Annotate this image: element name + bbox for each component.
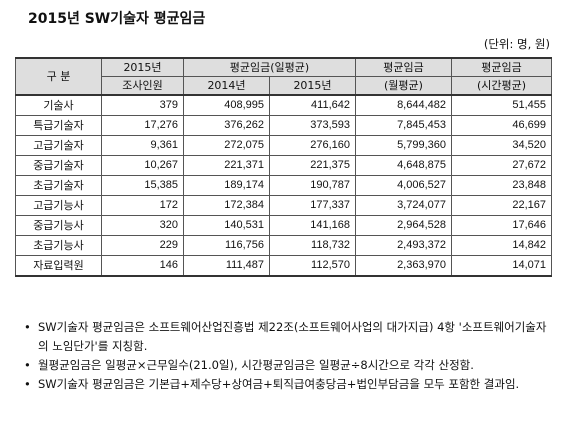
- notes-section: • SW기술자 평균임금은 소프트웨어산업진흥법 제22조(소프트웨어사업의 대…: [24, 318, 554, 394]
- note-item: • SW기술자 평균임금은 소프트웨어산업진흥법 제22조(소프트웨어사업의 대…: [24, 318, 554, 356]
- cell-category: 초급기능사: [15, 235, 102, 256]
- cell-2014: 221,371: [183, 155, 270, 176]
- cell-hourly: 23,848: [451, 175, 552, 196]
- cell-hourly: 14,071: [451, 255, 552, 277]
- cell-monthly: 7,845,453: [355, 115, 452, 136]
- cell-category: 고급기능사: [15, 195, 102, 216]
- wage-table: 구 분 2015년 평균임금(일평균) 평균임금 평균임금 조사인원 2014년…: [15, 57, 552, 277]
- cell-count: 172: [101, 195, 184, 216]
- header-year-2015: 2015년: [269, 76, 356, 96]
- cell-monthly: 2,493,372: [355, 235, 452, 256]
- table-row: 중급기술자 10,267 221,371 221,375 4,648,875 2…: [15, 155, 552, 176]
- cell-monthly: 4,648,875: [355, 155, 452, 176]
- note-item: • SW기술자 평균임금은 기본급+제수당+상여금+퇴직급여충당금+법인부담금을…: [24, 375, 554, 394]
- cell-count: 10,267: [101, 155, 184, 176]
- cell-count: 146: [101, 255, 184, 277]
- cell-hourly: 27,672: [451, 155, 552, 176]
- cell-2014: 408,995: [183, 94, 270, 116]
- cell-category: 중급기술자: [15, 155, 102, 176]
- cell-category: 기술사: [15, 94, 102, 116]
- cell-category: 초급기술자: [15, 175, 102, 196]
- table-row: 중급기능사 320 140,531 141,168 2,964,528 17,6…: [15, 215, 552, 236]
- cell-category: 자료입력원: [15, 255, 102, 277]
- table-row: 초급기술자 15,385 189,174 190,787 4,006,527 2…: [15, 175, 552, 196]
- cell-monthly: 5,799,360: [355, 135, 452, 156]
- cell-2014: 189,174: [183, 175, 270, 196]
- cell-count: 9,361: [101, 135, 184, 156]
- header-count-line2: 조사인원: [101, 76, 184, 96]
- note-text: SW기술자 평균임금은 기본급+제수당+상여금+퇴직급여충당금+법인부담금을 모…: [38, 377, 520, 391]
- cell-2014: 116,756: [183, 235, 270, 256]
- table-row: 자료입력원 146 111,487 112,570 2,363,970 14,0…: [15, 255, 552, 277]
- cell-monthly: 4,006,527: [355, 175, 452, 196]
- cell-monthly: 2,964,528: [355, 215, 452, 236]
- cell-hourly: 51,455: [451, 94, 552, 116]
- header-category: 구 분: [15, 57, 102, 96]
- cell-2015: 276,160: [269, 135, 356, 156]
- cell-count: 17,276: [101, 115, 184, 136]
- cell-count: 379: [101, 94, 184, 116]
- cell-hourly: 46,699: [451, 115, 552, 136]
- cell-hourly: 22,167: [451, 195, 552, 216]
- header-hourly-line2: (시간평균): [451, 76, 552, 96]
- cell-2015: 221,375: [269, 155, 356, 176]
- cell-2014: 272,075: [183, 135, 270, 156]
- bullet-icon: •: [24, 320, 31, 334]
- cell-2014: 111,487: [183, 255, 270, 277]
- cell-category: 중급기능사: [15, 215, 102, 236]
- header-daily-group: 평균임금(일평균): [183, 57, 356, 77]
- note-item: • 월평균임금은 일평균×근무일수(21.0일), 시간평균임금은 일평균÷8시…: [24, 356, 554, 375]
- bullet-icon: •: [24, 358, 31, 372]
- table-row: 기술사 379 408,995 411,642 8,644,482 51,455: [15, 94, 552, 116]
- bullet-icon: •: [24, 377, 31, 391]
- cell-2015: 190,787: [269, 175, 356, 196]
- note-text: SW기술자 평균임금은 소프트웨어산업진흥법 제22조(소프트웨어사업의 대가지…: [38, 320, 547, 353]
- unit-label: (단위: 명, 원): [483, 37, 550, 51]
- cell-monthly: 3,724,077: [355, 195, 452, 216]
- header-count-line1: 2015년: [101, 57, 184, 77]
- cell-count: 320: [101, 215, 184, 236]
- cell-2014: 376,262: [183, 115, 270, 136]
- cell-category: 고급기술자: [15, 135, 102, 156]
- cell-2014: 140,531: [183, 215, 270, 236]
- cell-2015: 411,642: [269, 94, 356, 116]
- cell-monthly: 8,644,482: [355, 94, 452, 116]
- page-title: 2015년 SW기술자 평균임금: [28, 11, 206, 27]
- cell-hourly: 34,520: [451, 135, 552, 156]
- header-year-2014: 2014년: [183, 76, 270, 96]
- cell-category: 특급기술자: [15, 115, 102, 136]
- cell-2014: 172,384: [183, 195, 270, 216]
- cell-hourly: 14,842: [451, 235, 552, 256]
- header-hourly-line1: 평균임금: [451, 57, 552, 77]
- table-row: 고급기능사 172 172,384 177,337 3,724,077 22,1…: [15, 195, 552, 216]
- table-header: 구 분 2015년 평균임금(일평균) 평균임금 평균임금 조사인원 2014년…: [15, 57, 552, 96]
- note-text: 월평균임금은 일평균×근무일수(21.0일), 시간평균임금은 일평균÷8시간으…: [38, 358, 474, 372]
- header-monthly-line2: (월평균): [355, 76, 452, 96]
- cell-hourly: 17,646: [451, 215, 552, 236]
- cell-monthly: 2,363,970: [355, 255, 452, 277]
- cell-2015: 177,337: [269, 195, 356, 216]
- cell-2015: 141,168: [269, 215, 356, 236]
- cell-count: 229: [101, 235, 184, 256]
- cell-count: 15,385: [101, 175, 184, 196]
- table-row: 특급기술자 17,276 376,262 373,593 7,845,453 4…: [15, 115, 552, 136]
- cell-2015: 112,570: [269, 255, 356, 277]
- cell-2015: 118,732: [269, 235, 356, 256]
- cell-2015: 373,593: [269, 115, 356, 136]
- table-row: 초급기능사 229 116,756 118,732 2,493,372 14,8…: [15, 235, 552, 256]
- table-row: 고급기술자 9,361 272,075 276,160 5,799,360 34…: [15, 135, 552, 156]
- header-monthly-line1: 평균임금: [355, 57, 452, 77]
